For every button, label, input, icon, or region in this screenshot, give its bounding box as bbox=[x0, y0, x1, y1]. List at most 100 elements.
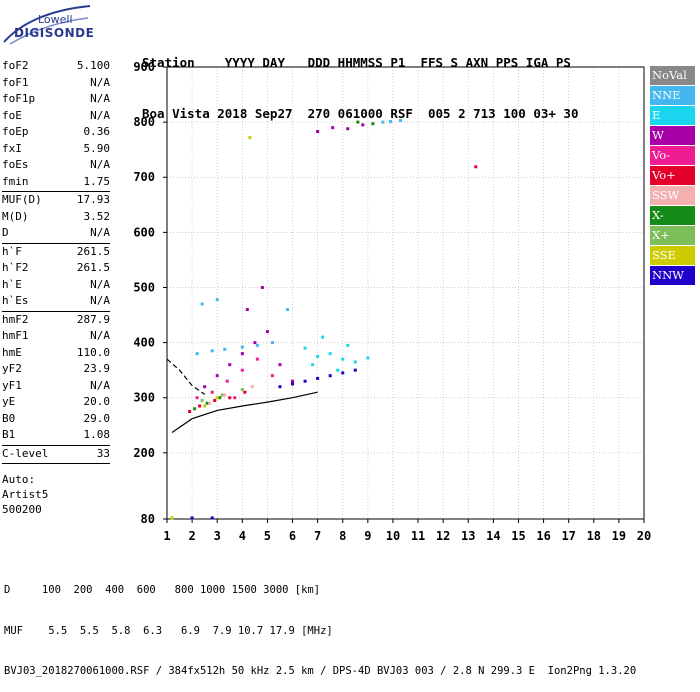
param-row: hmF2 287.9 bbox=[2, 312, 110, 329]
data-point-nnw bbox=[328, 374, 332, 378]
param-name: fxI bbox=[2, 141, 22, 155]
param-value: N/A bbox=[90, 226, 110, 239]
data-point-x- bbox=[205, 401, 209, 405]
param-row: h`E N/A bbox=[2, 277, 110, 294]
param-name: h`F2 bbox=[2, 261, 29, 274]
param-name: B0 bbox=[2, 411, 16, 425]
param-name: MUF(D) bbox=[2, 193, 42, 206]
x-tick-label: 14 bbox=[486, 529, 500, 543]
param-value: N/A bbox=[90, 158, 110, 171]
param-name: foE bbox=[2, 108, 22, 122]
param-name: yF2 bbox=[2, 362, 22, 375]
legend: NoVal NNE E W Vo- Vo+ SSW X- X+ SSE NNW bbox=[650, 66, 695, 286]
param-name: M(D) bbox=[2, 209, 29, 223]
digisonde-logo: Lowell DIGISONDE bbox=[0, 2, 94, 46]
param-value: 5.90 bbox=[83, 141, 111, 155]
auto-version: 500200 bbox=[2, 503, 42, 516]
x-tick-label: 3 bbox=[214, 529, 221, 543]
data-point-vo- bbox=[210, 390, 214, 394]
param-value: 261.5 bbox=[76, 261, 110, 274]
data-point-nne bbox=[240, 345, 244, 349]
data-point-nnw bbox=[278, 385, 282, 389]
legend-item: NoVal bbox=[650, 66, 695, 85]
param-name: h`Es bbox=[2, 294, 29, 307]
data-point-nne bbox=[215, 298, 219, 302]
x-tick-label: 11 bbox=[411, 529, 425, 543]
header-values: Boa Vista 2018 Sep27 270 061000 RSF 005 … bbox=[142, 106, 579, 121]
data-point-vo- bbox=[255, 357, 259, 361]
data-point-w bbox=[346, 127, 350, 131]
footer-file-info: BVJ03_2018270061000.RSF / 384fx512h 50 k… bbox=[4, 665, 637, 677]
param-separator bbox=[2, 242, 110, 244]
param-row: yF2 23.9 bbox=[2, 361, 110, 378]
data-point-w bbox=[260, 285, 264, 289]
param-separator bbox=[2, 310, 110, 312]
data-point-nnw bbox=[291, 382, 295, 386]
legend-item: E bbox=[650, 106, 695, 125]
param-value: 0.36 bbox=[83, 125, 111, 138]
param-row: hmF1 N/A bbox=[2, 328, 110, 345]
footer-muf-row: MUF 5.5 5.5 5.8 6.3 6.9 7.9 10.7 17.9 [M… bbox=[4, 624, 333, 637]
x-tick-label: 7 bbox=[314, 529, 321, 543]
legend-item: Vo- bbox=[650, 146, 695, 165]
param-row: h`F 261.5 bbox=[2, 244, 110, 261]
param-value: 1.75 bbox=[83, 174, 111, 188]
data-point-w bbox=[265, 330, 269, 334]
legend-item: W bbox=[650, 126, 695, 145]
x-tick-label: 1 bbox=[163, 529, 170, 543]
param-row: foF1 N/A bbox=[2, 75, 110, 92]
data-point-x- bbox=[240, 387, 244, 391]
chart-traces bbox=[166, 358, 318, 433]
legend-item: SSW bbox=[650, 186, 695, 205]
data-point-nne bbox=[286, 308, 290, 312]
data-point-nnw bbox=[210, 516, 214, 520]
param-value: 261.5 bbox=[76, 244, 110, 258]
header-labels: Station YYYY DAY DDD HHMMSS P1 FFS S AXN… bbox=[142, 55, 571, 70]
param-name: fmin bbox=[2, 174, 29, 188]
data-point-e bbox=[366, 356, 370, 360]
param-name: foEp bbox=[2, 125, 29, 138]
param-row: hmE 110.0 bbox=[2, 345, 110, 362]
x-tick-label: 13 bbox=[461, 529, 475, 543]
data-point-ssw bbox=[208, 401, 212, 405]
param-row: foF1p N/A bbox=[2, 91, 110, 108]
data-point-w bbox=[291, 379, 295, 383]
footer-distance-row: D 100 200 400 600 800 1000 1500 3000 [km… bbox=[4, 584, 321, 596]
data-point-w bbox=[331, 126, 335, 130]
param-row: B0 29.0 bbox=[2, 411, 110, 428]
data-point-e bbox=[311, 363, 315, 367]
param-name: hmF2 bbox=[2, 312, 29, 326]
y-tick-label: 900 bbox=[133, 60, 155, 74]
data-point-ssw bbox=[223, 393, 227, 397]
param-value: N/A bbox=[90, 329, 110, 342]
data-point-nne bbox=[223, 347, 227, 351]
param-name: C-level bbox=[2, 446, 49, 460]
y-tick-label: 600 bbox=[133, 225, 155, 239]
data-point-vo- bbox=[213, 398, 217, 402]
param-name: D bbox=[2, 226, 9, 239]
param-row: foE N/A bbox=[2, 108, 110, 125]
data-point-e bbox=[316, 354, 320, 358]
data-point-vo- bbox=[243, 390, 247, 394]
param-name: B1 bbox=[2, 428, 16, 441]
chart-points bbox=[170, 118, 478, 520]
x-tick-labels: 1 2 3 4 5 6 7 8 9 10 11 12 13 14 15 16 17 18 19 20 bbox=[163, 519, 651, 543]
param-row: foF2 5.100 bbox=[2, 58, 110, 75]
data-point-x- bbox=[356, 120, 360, 124]
param-value: 29.0 bbox=[83, 411, 111, 425]
param-value: 23.9 bbox=[83, 362, 111, 375]
data-point-vo- bbox=[474, 165, 478, 169]
parameter-panel: foF2 5.100 foF1 N/A foF1p N/A foE N/A foEp 0.36 fx… bbox=[2, 58, 110, 517]
param-row: h`F2 261.5 bbox=[2, 260, 110, 277]
param-row: D N/A bbox=[2, 225, 110, 242]
param-name: h`F bbox=[2, 244, 22, 258]
data-point-nnw bbox=[190, 516, 194, 520]
param-name: foF1p bbox=[2, 92, 36, 105]
dashed-trace bbox=[166, 358, 206, 395]
profile-trace bbox=[171, 391, 318, 433]
x-tick-label: 20 bbox=[637, 529, 651, 543]
auto-artist: Artist5 bbox=[2, 488, 49, 501]
data-point-e bbox=[353, 360, 357, 364]
y-tick-label: 700 bbox=[133, 170, 155, 184]
legend-item: X- bbox=[650, 206, 695, 225]
